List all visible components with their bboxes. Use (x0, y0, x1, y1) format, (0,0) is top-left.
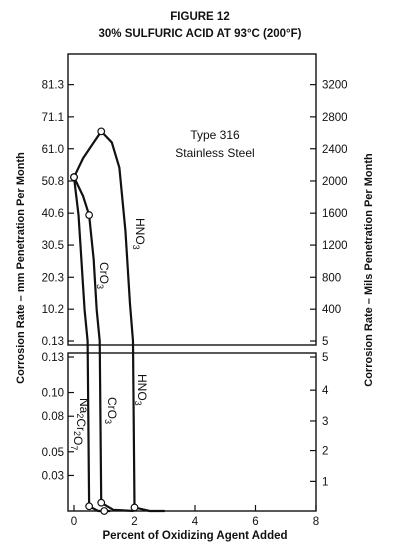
y-right-tick-label: 1 (322, 476, 328, 488)
y-right-tick-label: 3 (322, 416, 328, 428)
y-axis-right-label: Corrosion Rate – Mils Penetration Per Mo… (363, 153, 375, 387)
x-tick-label: 8 (313, 516, 319, 528)
data-point-CrO3 (97, 498, 106, 507)
series-label-HNO3-lower-part: 3 (133, 401, 143, 406)
series-line-CrO3 (73, 176, 135, 513)
data-point-CrO3 (85, 211, 94, 219)
series-label-Na2Cr2O7-part: Na (77, 398, 91, 414)
x-tick-label: 2 (131, 516, 137, 528)
series-label-HNO3-upper-part: 3 (131, 245, 141, 250)
y-axis-left-label: Corrosion Rate – mm Penetration Per Mont… (15, 152, 27, 384)
annotation-line-2: Stainless Steel (175, 146, 254, 160)
series-label-CrO3-lower-part: CrO (105, 397, 119, 419)
data-point-HNO3 (130, 503, 139, 512)
series-label-CrO3-upper: CrO3 (95, 262, 111, 289)
series-label-Na2Cr2O7-part: Cr (74, 418, 88, 431)
series-label-Na2Cr2O7-part: 2 (72, 431, 82, 436)
y-left-tick-label: 40.6 (42, 208, 64, 220)
upper-plot-frame (67, 53, 317, 346)
tick-layer: 0.1310.220.330.540.650.861.071.181.35400… (42, 80, 348, 528)
series-line-Na2Cr2O7 (72, 177, 111, 513)
annotation-line-1: Type 316 (190, 128, 240, 142)
y-right-tick-label: 5 (322, 336, 328, 348)
series-label-HNO3-upper-part: HNO (133, 218, 147, 245)
y-right-tick-label: 2400 (322, 144, 348, 156)
y-right-tick-label: 2800 (322, 112, 348, 124)
chart-title: FIGURE 12 (170, 11, 229, 23)
y-left-tick-label: 50.8 (42, 176, 64, 188)
y-left-tick-label: 0.03 (42, 470, 64, 482)
y-left-tick-label: 0.13 (42, 352, 64, 364)
y-left-tick-label: 10.2 (42, 304, 64, 316)
y-left-tick-label: 0.05 (42, 447, 64, 459)
x-tick-label: 0 (71, 516, 77, 528)
x-tick-label: 6 (252, 516, 258, 528)
y-right-tick-label: 1600 (322, 208, 348, 220)
series-label-CrO3-upper-part: CrO (97, 262, 111, 284)
series-label-Na2Cr2O7-part: 7 (69, 445, 79, 450)
series-label-CrO3-lower-part: 3 (103, 419, 113, 424)
y-left-tick-label: 0.10 (42, 388, 64, 400)
y-right-tick-label: 2000 (322, 176, 348, 188)
y-right-tick-label: 2 (322, 446, 328, 458)
y-left-tick-label: 20.3 (42, 272, 64, 284)
series-label-HNO3-upper: HNO3 (131, 218, 147, 250)
data-point-Na2Cr2O7 (85, 502, 94, 511)
data-point-Na2Cr2O7 (70, 173, 78, 182)
series-label-Na2Cr2O7: Na2Cr2O7 (69, 398, 91, 450)
chart-subtitle: 30% SULFURIC ACID AT 93°C (200°F) (98, 28, 301, 40)
x-axis-label: Percent of Oxidizing Agent Added (102, 530, 287, 542)
series-label-CrO3-upper-part: 3 (95, 284, 105, 289)
series-label-HNO3-lower-part: HNO (135, 374, 149, 401)
series-label-Na2Cr2O7-part: O (71, 436, 85, 445)
y-left-tick-label: 61.0 (42, 144, 64, 156)
series-label-CrO3-lower: CrO3 (103, 397, 119, 424)
data-point-Na2Cr2O7 (100, 507, 109, 515)
x-tick-label: 4 (192, 516, 199, 528)
y-left-tick-label: 30.5 (42, 240, 64, 252)
y-left-tick-label: 0.08 (42, 411, 64, 423)
y-right-tick-label: 800 (322, 272, 341, 284)
y-right-tick-label: 5 (322, 352, 328, 364)
series-label-HNO3-lower: HNO3 (133, 374, 149, 406)
lower-plot-frame (67, 352, 317, 512)
series-label-Na2Cr2O7-part: 2 (75, 413, 85, 418)
y-left-tick-label: 81.3 (42, 80, 64, 92)
y-left-tick-label: 71.1 (42, 112, 64, 124)
y-right-tick-label: 400 (322, 304, 341, 316)
y-left-tick-label: 0.13 (42, 336, 64, 348)
y-right-tick-label: 1200 (322, 240, 348, 252)
data-point-HNO3 (97, 127, 106, 136)
y-right-tick-label: 3200 (322, 80, 348, 92)
y-right-tick-label: 4 (322, 385, 329, 397)
